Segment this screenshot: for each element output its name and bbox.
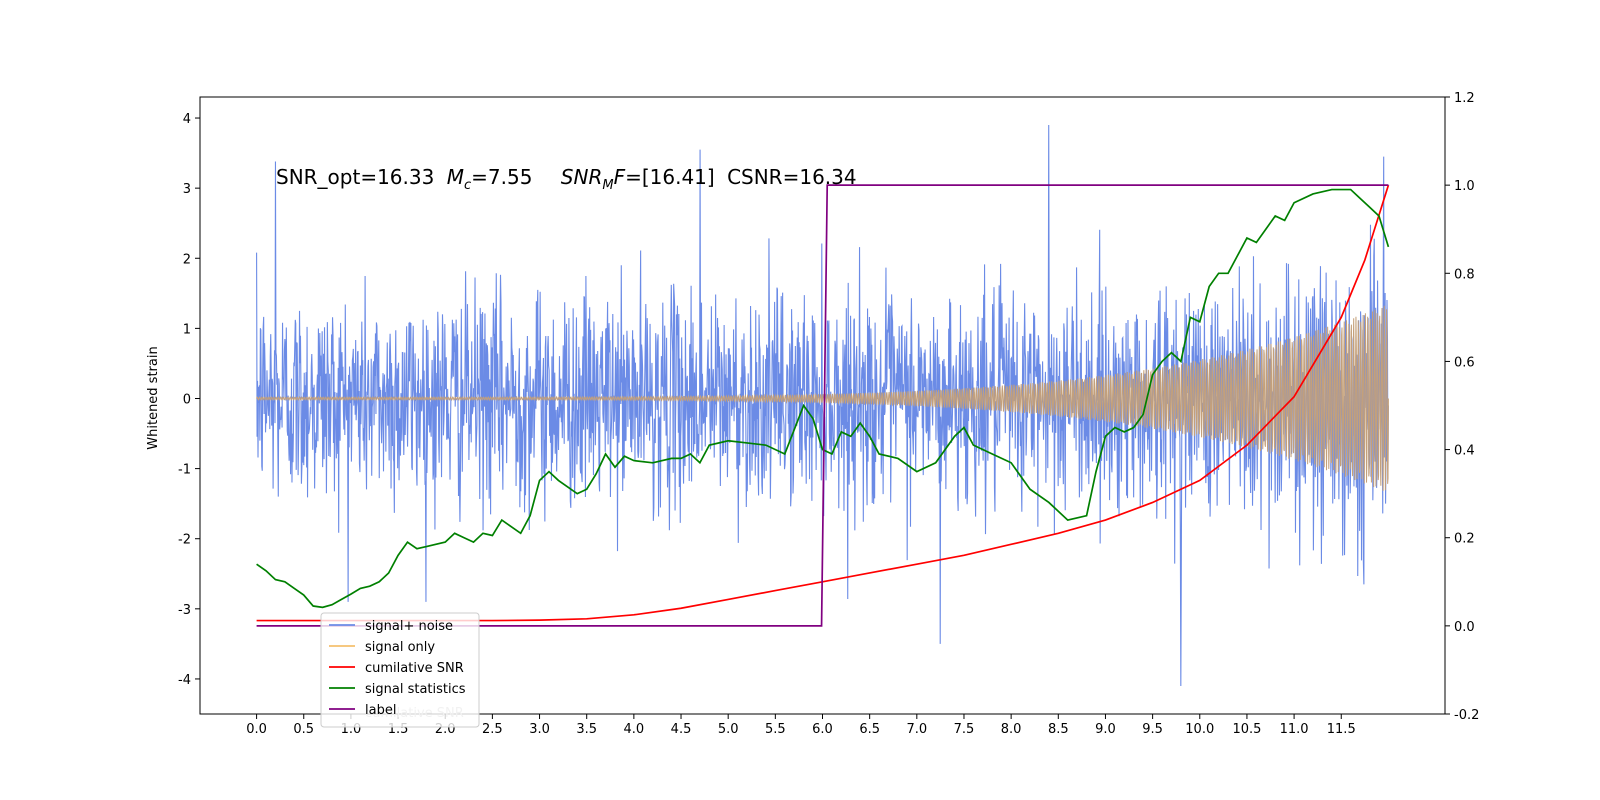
x-tick-label: 4.0 bbox=[624, 722, 645, 737]
x-tick-label: 11.0 bbox=[1280, 722, 1309, 737]
y-right-tick-label: 1.0 bbox=[1454, 179, 1475, 194]
csnr-text: CSNR=16.34 bbox=[727, 165, 857, 189]
x-tick-label: 9.0 bbox=[1095, 722, 1116, 737]
x-tick-label: 5.0 bbox=[718, 722, 739, 737]
y-left-tick-label: -2 bbox=[178, 533, 191, 548]
x-tick-label: 8.5 bbox=[1048, 722, 1069, 737]
x-tick-label: 7.0 bbox=[906, 722, 927, 737]
y-left-tick-label: -4 bbox=[178, 673, 191, 688]
snr-mf-subscript: M bbox=[602, 178, 613, 193]
signal-only-series bbox=[256, 305, 1389, 491]
x-tick-label: 8.0 bbox=[1001, 722, 1022, 737]
legend-label: signal+ noise bbox=[365, 619, 453, 634]
y-right-tick-label: 0.6 bbox=[1454, 355, 1475, 370]
x-tick-label: 3.5 bbox=[576, 722, 597, 737]
y-axis-label: Whitened strain bbox=[146, 346, 161, 449]
x-tick-label: 0.0 bbox=[246, 722, 267, 737]
right-axis-series-group bbox=[256, 184, 1390, 627]
snr-mf-value: =[16.41] bbox=[625, 165, 715, 189]
legend-label: label bbox=[365, 703, 396, 718]
legend-box bbox=[320, 612, 480, 728]
snr-annotation: SNR_opt=16.33 Mc=7.55 SNRMF=[16.41] CSNR… bbox=[276, 165, 857, 193]
x-tick-label: 6.0 bbox=[812, 722, 833, 737]
x-tick-label: 11.5 bbox=[1327, 722, 1356, 737]
mc-value: =7.55 bbox=[471, 165, 532, 189]
x-tick-label: 9.5 bbox=[1142, 722, 1163, 737]
y-right-tick-label: 0.0 bbox=[1454, 620, 1475, 635]
x-tick-label: 10.5 bbox=[1232, 722, 1261, 737]
mc-symbol: M bbox=[447, 165, 464, 189]
y-left-tick-label: 1 bbox=[183, 322, 191, 337]
y-left-tick-label: -3 bbox=[178, 603, 191, 618]
y-right-tick-label: 0.2 bbox=[1454, 532, 1475, 547]
y-left-tick-label: -1 bbox=[178, 463, 191, 478]
x-tick-label: 0.5 bbox=[293, 722, 314, 737]
x-tick-label: 4.5 bbox=[671, 722, 692, 737]
label-line bbox=[256, 184, 1389, 627]
y-right-tick-label: -0.2 bbox=[1454, 708, 1479, 723]
signal-only-line bbox=[256, 305, 1389, 491]
y-axis-left: 4 3 2 1 0 -1 -2 -3 -4 bbox=[178, 112, 200, 688]
y-left-tick-label: 2 bbox=[183, 252, 191, 267]
mc-subscript: c bbox=[464, 178, 471, 193]
x-tick-label: 10.0 bbox=[1185, 722, 1214, 737]
y-left-tick-label: 3 bbox=[183, 182, 191, 197]
y-left-tick-label: 0 bbox=[183, 392, 191, 407]
y-right-tick-label: 0.4 bbox=[1454, 444, 1475, 459]
cumilative-snr-line bbox=[256, 184, 1390, 622]
x-tick-label: 3.0 bbox=[529, 722, 550, 737]
snr-mf-f: F bbox=[614, 165, 626, 189]
legend-label: signal statistics bbox=[365, 682, 466, 697]
y-right-tick-label: 0.8 bbox=[1454, 267, 1475, 282]
legend-label: signal only bbox=[365, 640, 435, 655]
x-tick-label: 2.5 bbox=[482, 722, 503, 737]
y-axis-right: 1.2 1.0 0.8 0.6 0.4 0.2 0.0 -0.2 bbox=[1445, 91, 1479, 723]
snr-mf-symbol: SNR bbox=[561, 165, 603, 189]
x-tick-label: 6.5 bbox=[859, 722, 880, 737]
x-tick-label: 7.5 bbox=[954, 722, 975, 737]
y-right-tick-label: 1.2 bbox=[1454, 91, 1475, 106]
signal-statistics-line bbox=[256, 188, 1390, 609]
legend-label: cumilative SNR bbox=[365, 661, 464, 676]
x-tick-label: 5.5 bbox=[765, 722, 786, 737]
snr-opt-text: SNR_opt=16.33 bbox=[276, 165, 434, 189]
y-left-tick-label: 4 bbox=[183, 112, 191, 127]
